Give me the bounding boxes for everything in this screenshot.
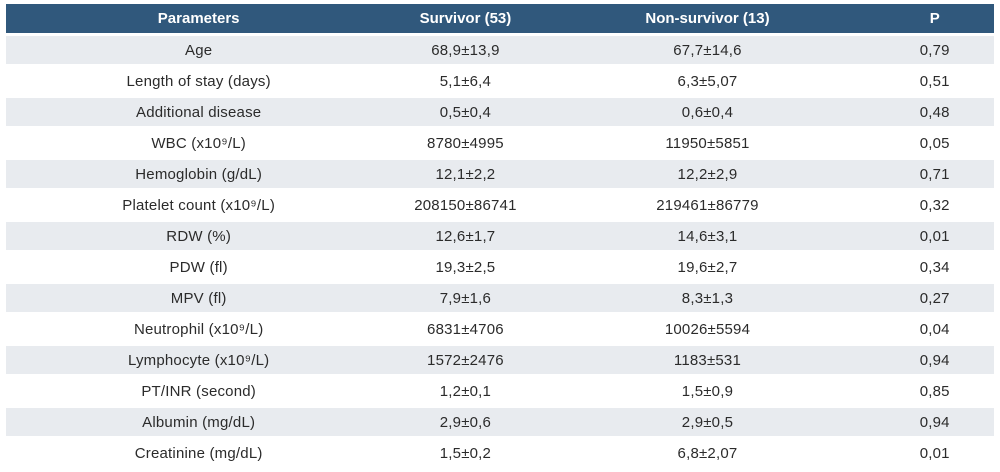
param-cell: Neutrophil (x10⁹/L) — [6, 315, 392, 343]
survivor-cell: 1,5±0,2 — [391, 439, 540, 467]
nonsurvivor-cell: 8,3±1,3 — [539, 284, 876, 312]
nonsurvivor-cell: 12,2±2,9 — [539, 160, 876, 188]
table-row: Age 68,9±13,9 67,7±14,6 0,79 — [6, 36, 994, 64]
p-cell: 0,85 — [875, 377, 994, 405]
table-row: Lymphocyte (x10⁹/L) 1572±2476 1183±531 0,94 — [6, 346, 994, 374]
param-cell: Hemoglobin (g/dL) — [6, 160, 392, 188]
survivor-cell: 8780±4995 — [391, 129, 540, 157]
table-row: Length of stay (days) 5,1±6,4 6,3±5,07 0,51 — [6, 67, 994, 95]
param-cell: Creatinine (mg/dL) — [6, 439, 392, 467]
table-row: Additional disease 0,5±0,4 0,6±0,4 0,48 — [6, 98, 994, 126]
nonsurvivor-cell: 219461±86779 — [539, 191, 876, 219]
survivor-cell: 208150±86741 — [391, 191, 540, 219]
p-cell: 0,48 — [875, 98, 994, 126]
table-row: PDW (fl) 19,3±2,5 19,6±2,7 0,34 — [6, 253, 994, 281]
survivor-cell: 2,9±0,6 — [391, 408, 540, 436]
survivor-cell: 68,9±13,9 — [391, 36, 540, 64]
param-cell: RDW (%) — [6, 222, 392, 250]
survivor-cell: 7,9±1,6 — [391, 284, 540, 312]
param-cell: Albumin (mg/dL) — [6, 408, 392, 436]
param-cell: Platelet count (x10⁹/L) — [6, 191, 392, 219]
table-row: MPV (fl) 7,9±1,6 8,3±1,3 0,27 — [6, 284, 994, 312]
param-cell: PT/INR (second) — [6, 377, 392, 405]
survivor-cell: 19,3±2,5 — [391, 253, 540, 281]
p-cell: 0,32 — [875, 191, 994, 219]
param-cell: MPV (fl) — [6, 284, 392, 312]
p-cell: 0,71 — [875, 160, 994, 188]
p-cell: 0,01 — [875, 439, 994, 467]
nonsurvivor-cell: 0,6±0,4 — [539, 98, 876, 126]
nonsurvivor-cell: 6,8±2,07 — [539, 439, 876, 467]
survivor-cell: 12,6±1,7 — [391, 222, 540, 250]
nonsurvivor-cell: 10026±5594 — [539, 315, 876, 343]
table-row: PT/INR (second) 1,2±0,1 1,5±0,9 0,85 — [6, 377, 994, 405]
param-cell: PDW (fl) — [6, 253, 392, 281]
param-cell: Additional disease — [6, 98, 392, 126]
p-cell: 0,01 — [875, 222, 994, 250]
param-cell: WBC (x10⁹/L) — [6, 129, 392, 157]
header-row: Parameters Survivor (53) Non-survivor (13)… — [6, 4, 994, 33]
nonsurvivor-cell: 67,7±14,6 — [539, 36, 876, 64]
table-row: WBC (x10⁹/L) 8780±4995 11950±5851 0,05 — [6, 129, 994, 157]
p-cell: 0,51 — [875, 67, 994, 95]
param-cell: Lymphocyte (x10⁹/L) — [6, 346, 392, 374]
nonsurvivor-cell: 19,6±2,7 — [539, 253, 876, 281]
table-row: Hemoglobin (g/dL) 12,1±2,2 12,2±2,9 0,71 — [6, 160, 994, 188]
p-cell: 0,34 — [875, 253, 994, 281]
column-header-param: Parameters — [6, 4, 392, 33]
table-row: Creatinine (mg/dL) 1,5±0,2 6,8±2,07 0,01 — [6, 439, 994, 467]
survivor-cell: 6831±4706 — [391, 315, 540, 343]
nonsurvivor-cell: 2,9±0,5 — [539, 408, 876, 436]
nonsurvivor-cell: 1,5±0,9 — [539, 377, 876, 405]
survivor-cell: 5,1±6,4 — [391, 67, 540, 95]
p-cell: 0,94 — [875, 346, 994, 374]
column-header-survivor: Survivor (53) — [391, 4, 540, 33]
nonsurvivor-cell: 6,3±5,07 — [539, 67, 876, 95]
survivor-cell: 1572±2476 — [391, 346, 540, 374]
param-cell: Length of stay (days) — [6, 67, 392, 95]
p-cell: 0,79 — [875, 36, 994, 64]
param-cell: Age — [6, 36, 392, 64]
p-cell: 0,94 — [875, 408, 994, 436]
table-row: Platelet count (x10⁹/L) 208150±86741 21946… — [6, 191, 994, 219]
table-row: Albumin (mg/dL) 2,9±0,6 2,9±0,5 0,94 — [6, 408, 994, 436]
nonsurvivor-cell: 11950±5851 — [539, 129, 876, 157]
survivor-cell: 1,2±0,1 — [391, 377, 540, 405]
table-row: Neutrophil (x10⁹/L) 6831±4706 10026±5594 0,… — [6, 315, 994, 343]
survivor-cell: 12,1±2,2 — [391, 160, 540, 188]
survivor-cell: 0,5±0,4 — [391, 98, 540, 126]
table-row: RDW (%) 12,6±1,7 14,6±3,1 0,01 — [6, 222, 994, 250]
parameters-comparison-table: Parameters Survivor (53) Non-survivor (13)… — [6, 1, 994, 470]
nonsurvivor-cell: 14,6±3,1 — [539, 222, 876, 250]
nonsurvivor-cell: 1183±531 — [539, 346, 876, 374]
p-cell: 0,27 — [875, 284, 994, 312]
column-header-nonsurvivor: Non-survivor (13) — [539, 4, 876, 33]
p-cell: 0,05 — [875, 129, 994, 157]
table-header: Parameters Survivor (53) Non-survivor (13)… — [6, 4, 994, 33]
table-body: Age 68,9±13,9 67,7±14,6 0,79 Length of stay … — [6, 36, 994, 467]
column-header-p: P — [875, 4, 994, 33]
p-cell: 0,04 — [875, 315, 994, 343]
